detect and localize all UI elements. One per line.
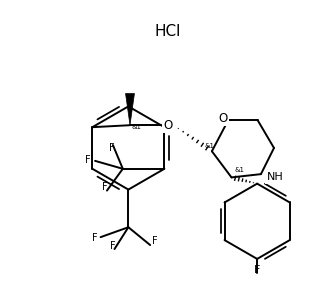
- Text: O: O: [219, 112, 228, 125]
- Text: &1: &1: [132, 124, 142, 130]
- Text: F: F: [110, 241, 115, 251]
- Text: F: F: [254, 265, 260, 275]
- Text: &1: &1: [205, 143, 215, 149]
- Text: F: F: [152, 236, 158, 246]
- Text: F: F: [102, 182, 108, 192]
- Text: F: F: [92, 233, 98, 243]
- Text: F: F: [85, 155, 91, 165]
- Text: &1: &1: [235, 168, 245, 173]
- Polygon shape: [126, 93, 134, 125]
- Text: O: O: [163, 119, 172, 132]
- Text: HCl: HCl: [155, 24, 181, 39]
- Text: NH: NH: [267, 172, 284, 182]
- Text: F: F: [109, 143, 115, 153]
